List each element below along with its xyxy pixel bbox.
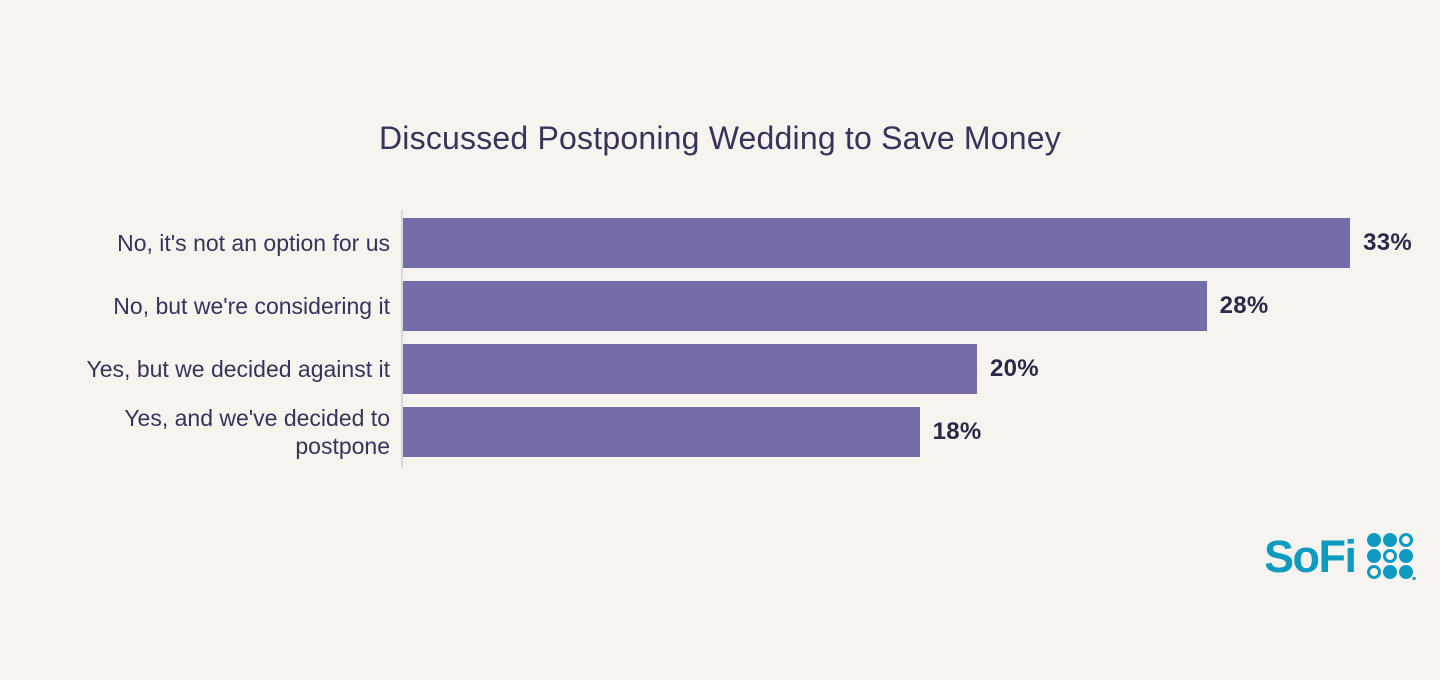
category-label: No, it's not an option for us [117,230,390,256]
value-label: 33% [1363,229,1413,256]
bar-chart: No, it's not an option for us 33% No, bu… [0,218,1440,459]
bar-area: 28% [403,281,1269,331]
bar-area: 18% [403,407,982,457]
trademark-dot-icon [1412,576,1416,581]
bar [403,218,1351,268]
category-label: Yes, and we've decided to postpone [124,405,390,459]
category-label: Yes, but we decided against it [86,356,390,382]
category-label: No, but we're considering it [113,293,390,319]
sofi-logo-icon: SoFi [1266,531,1416,581]
y-axis-line [401,210,403,468]
value-label: 18% [932,418,982,445]
sofi-logo-text: SoFi [1266,531,1356,581]
bar [403,407,920,457]
bar-row: Yes, and we've decided to postpone 18% [0,405,1440,459]
bar-area: 20% [403,344,1039,394]
chart-title: Discussed Postponing Wedding to Save Mon… [379,120,1061,156]
bar-row: No, but we're considering it 28% [0,281,1440,331]
value-label: 28% [1219,292,1269,319]
sofi-logo: SoFi [1266,531,1416,581]
value-label: 20% [990,355,1039,382]
bar-area: 33% [403,218,1412,268]
bar [403,281,1207,331]
bar [403,344,977,394]
bar-row: No, it's not an option for us 33% [0,218,1440,268]
bar-row: Yes, but we decided against it 20% [0,344,1440,394]
sofi-dot-grid-icon [1367,533,1416,581]
